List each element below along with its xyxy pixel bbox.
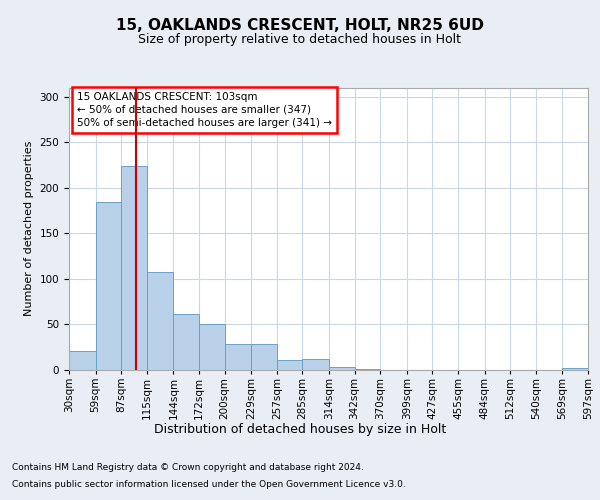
- Bar: [69, 351, 95, 370]
- Y-axis label: Number of detached properties: Number of detached properties: [24, 141, 34, 316]
- Bar: [147, 272, 173, 370]
- Bar: [173, 314, 199, 370]
- Bar: [302, 359, 329, 370]
- Text: Size of property relative to detached houses in Holt: Size of property relative to detached ho…: [139, 32, 461, 46]
- Text: 15 OAKLANDS CRESCENT: 103sqm
← 50% of detached houses are smaller (347)
50% of s: 15 OAKLANDS CRESCENT: 103sqm ← 50% of de…: [77, 92, 332, 128]
- Bar: [224, 344, 251, 370]
- Bar: [562, 368, 588, 370]
- Bar: [121, 166, 147, 370]
- Bar: [277, 360, 302, 370]
- Text: Contains HM Land Registry data © Crown copyright and database right 2024.: Contains HM Land Registry data © Crown c…: [12, 464, 364, 472]
- Text: 15, OAKLANDS CRESCENT, HOLT, NR25 6UD: 15, OAKLANDS CRESCENT, HOLT, NR25 6UD: [116, 18, 484, 32]
- Bar: [329, 368, 355, 370]
- Bar: [199, 324, 224, 370]
- Bar: [95, 202, 121, 370]
- Text: Contains public sector information licensed under the Open Government Licence v3: Contains public sector information licen…: [12, 480, 406, 489]
- Text: Distribution of detached houses by size in Holt: Distribution of detached houses by size …: [154, 422, 446, 436]
- Bar: [251, 344, 277, 370]
- Bar: [355, 369, 380, 370]
